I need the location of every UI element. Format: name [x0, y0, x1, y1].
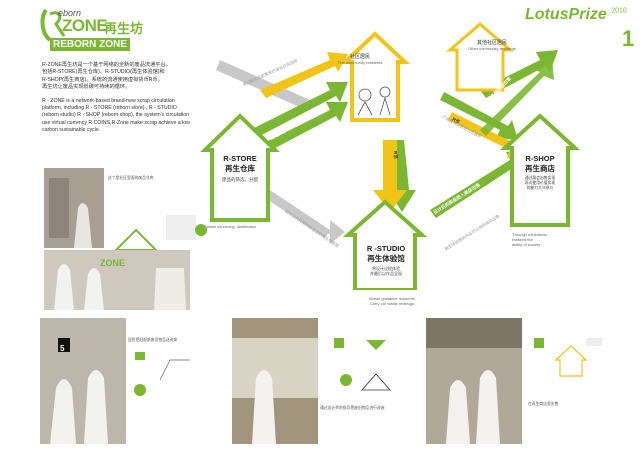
scan-label: 5	[60, 344, 65, 353]
circulation-diagram	[200, 22, 581, 290]
rstudio-en-note: Waste guidance residents Carry out waste…	[369, 296, 415, 306]
caption-store: 这个是社区里面的废品仓库	[108, 176, 154, 180]
lotus-prize-title: LotusPrize 2010	[525, 6, 627, 23]
arrow-coins-up	[260, 52, 348, 98]
intro-text: R-ZONE再生坊是一个基于网络的全新的废品流通平台。 包括R-STORE(再生…	[42, 62, 190, 134]
rstore-house	[200, 113, 280, 222]
other-community-label: 其他社区居民 Other community residents	[468, 40, 516, 51]
shop-sketch	[534, 338, 602, 377]
rshop-house	[499, 113, 581, 227]
arrow-studio-to-shop	[430, 150, 528, 218]
logo-zone-text: ZONE	[62, 16, 108, 35]
photo-3	[426, 318, 522, 444]
rstore-label: R-STORE 再生仓库 废品的筛选、分配	[222, 154, 258, 182]
page-number: 1	[622, 26, 635, 51]
logo-cn-text: 再生坊	[104, 21, 144, 36]
arrow-label-4: 居民参与设计体验	[412, 145, 417, 181]
other-community-house	[445, 22, 515, 92]
arrow-recycle-coins	[250, 102, 348, 158]
arrow-label-3: R币	[392, 151, 398, 159]
photo-2	[232, 318, 318, 444]
studio-sketch	[334, 338, 391, 391]
logo-reborn-text: REBORN ZONE	[50, 38, 130, 51]
residents-sketch	[134, 352, 190, 396]
big-green-arrow	[480, 58, 554, 136]
photo-logo-text: ZONE	[100, 258, 126, 268]
caption-residents: 居民把旧报纸废旧物品送进来	[128, 338, 178, 342]
photo-recycle-scene	[44, 250, 190, 310]
arrow-store-to-community	[250, 82, 348, 138]
rshop-label: R-SHOP 再生商店 通过展会出售实现 再次使用价值实现 的能力大众参与	[524, 154, 556, 190]
logo-mark-icon	[40, 8, 66, 42]
rstore-en-note: Waste screening, distribution	[205, 224, 257, 229]
logo: eborn ZONE 再生坊 REBORN ZONE	[40, 6, 150, 56]
logo-top-text: eborn	[58, 8, 82, 18]
community-label: 社区居民 The community residents	[337, 54, 383, 65]
community-house	[339, 31, 411, 122]
award-year: 2010	[611, 7, 627, 15]
caption-shop: 在再生商店里出售	[528, 402, 559, 406]
arrow-coins-down	[373, 140, 407, 212]
photo-1	[40, 318, 126, 444]
rshop-en-note: Through exhibitions realized the ability…	[512, 232, 547, 247]
rstudio-house	[342, 199, 428, 290]
arrow-shop-to-community	[440, 92, 518, 140]
rstudio-label: R -STUDIO 再生体验馆 将设计过程体验 并最后以作品呈现	[366, 244, 406, 276]
caption-designer: 通过设计师的指导把废旧物品进行改造	[320, 406, 385, 410]
photo-store-interior	[44, 168, 104, 248]
